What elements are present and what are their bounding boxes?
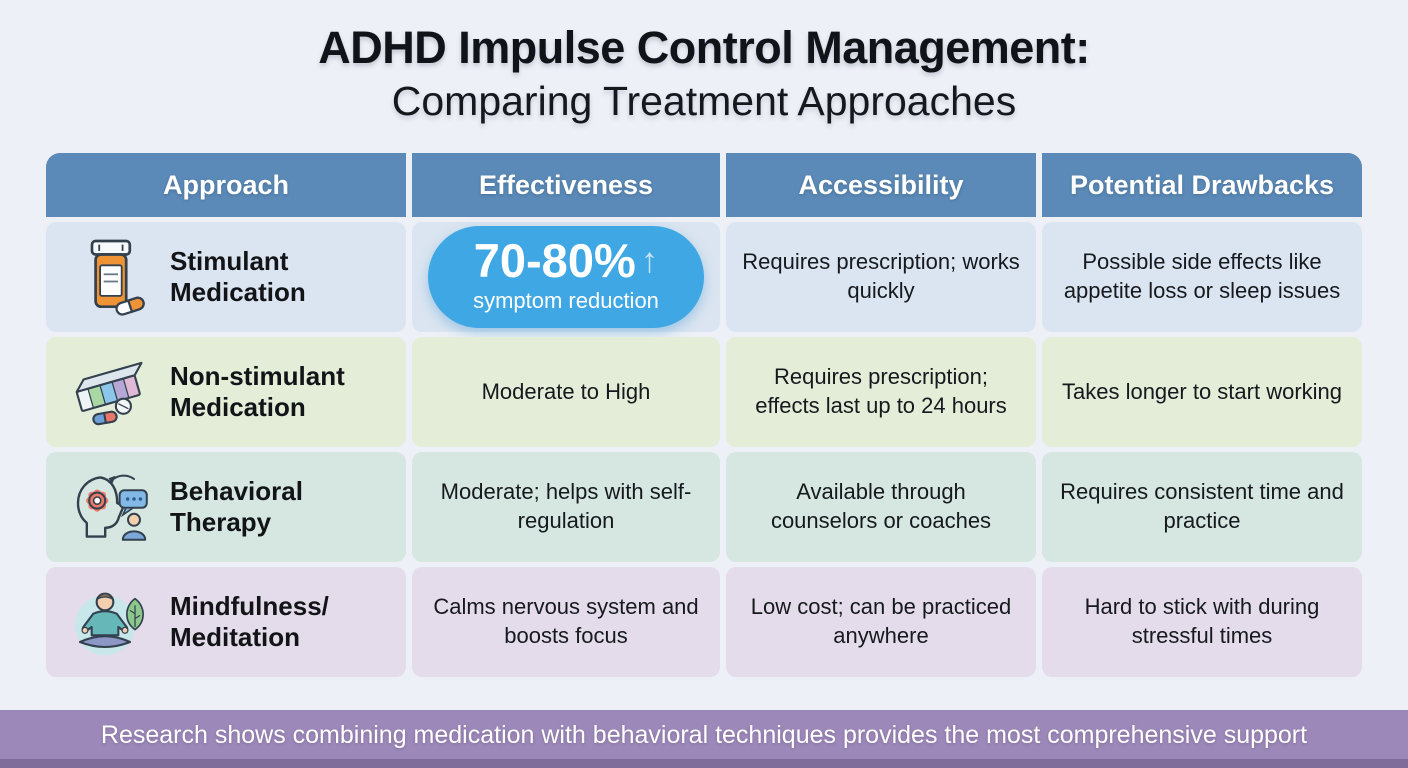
approach-label: Behavioral Therapy <box>170 476 303 537</box>
effectiveness-cell-non-stimulant: Moderate to High <box>412 337 720 447</box>
approach-label-line2: Therapy <box>170 507 272 537</box>
footer-text: Research shows combining medication with… <box>100 720 1308 749</box>
drawbacks-cell-stimulant: Possible side effects like appetite loss… <box>1042 222 1362 332</box>
up-arrow-icon: ↑ <box>640 240 659 280</box>
approach-cell-non-stimulant-medication: Non-stimulant Medication <box>46 337 406 447</box>
approach-label-line1: Stimulant <box>170 246 289 277</box>
approach-label: Mindfulness/ Meditation <box>170 591 329 652</box>
approach-label-line1: Behavioral <box>170 476 303 507</box>
drawbacks-cell-non-stimulant: Takes longer to start working <box>1042 337 1362 447</box>
approach-label-line2: Medication <box>170 277 306 307</box>
approach-label: Stimulant Medication <box>170 246 306 307</box>
column-header-potential-drawbacks: Potential Drawbacks <box>1042 153 1362 217</box>
approach-label-line2: Meditation <box>170 622 300 652</box>
page-title: ADHD Impulse Control Management: Compari… <box>0 22 1408 125</box>
effectiveness-cell-behavioral: Moderate; helps with self-regulation <box>412 452 720 562</box>
approach-label-line2: Medication <box>170 392 306 422</box>
comparison-table: Approach Effectiveness Accessibility Pot… <box>46 153 1362 677</box>
accessibility-cell-behavioral: Available through counselors or coaches <box>726 452 1036 562</box>
meditation-person-icon <box>66 585 154 659</box>
column-header-approach: Approach <box>46 153 406 217</box>
column-header-accessibility: Accessibility <box>726 153 1036 217</box>
effectiveness-cell-mindfulness: Calms nervous system and boosts focus <box>412 567 720 677</box>
title-line-2: Comparing Treatment Approaches <box>391 78 1017 124</box>
badge-caption: symptom reduction <box>473 287 659 313</box>
approach-cell-stimulant-medication: Stimulant Medication <box>46 222 406 332</box>
pill-organizer-icon <box>66 356 154 428</box>
pill-bottle-icon <box>66 238 154 316</box>
badge-value-row: 70-80% ↑ <box>434 237 698 284</box>
drawbacks-cell-behavioral: Requires consistent time and practice <box>1042 452 1362 562</box>
title-line-1: ADHD Impulse Control Management: <box>318 22 1090 73</box>
badge-value: 70-80% <box>473 233 636 287</box>
column-header-effectiveness: Effectiveness <box>412 153 720 217</box>
accessibility-cell-mindfulness: Low cost; can be practiced anywhere <box>726 567 1036 677</box>
footer-banner: Research shows combining medication with… <box>0 710 1408 768</box>
behavioral-therapy-icon <box>66 470 154 544</box>
approach-cell-behavioral-therapy: Behavioral Therapy <box>46 452 406 562</box>
effectiveness-cell-stimulant: 70-80% ↑ symptom reduction <box>412 222 720 332</box>
approach-label-line1: Mindfulness/ <box>170 591 329 622</box>
drawbacks-cell-mindfulness: Hard to stick with during stressful time… <box>1042 567 1362 677</box>
approach-cell-mindfulness-meditation: Mindfulness/ Meditation <box>46 567 406 677</box>
approach-label-line1: Non-stimulant <box>170 361 345 392</box>
accessibility-cell-non-stimulant: Requires prescription; effects last up t… <box>726 337 1036 447</box>
effectiveness-badge: 70-80% ↑ symptom reduction <box>428 225 704 329</box>
approach-label: Non-stimulant Medication <box>170 361 345 422</box>
accessibility-cell-stimulant: Requires prescription; works quickly <box>726 222 1036 332</box>
